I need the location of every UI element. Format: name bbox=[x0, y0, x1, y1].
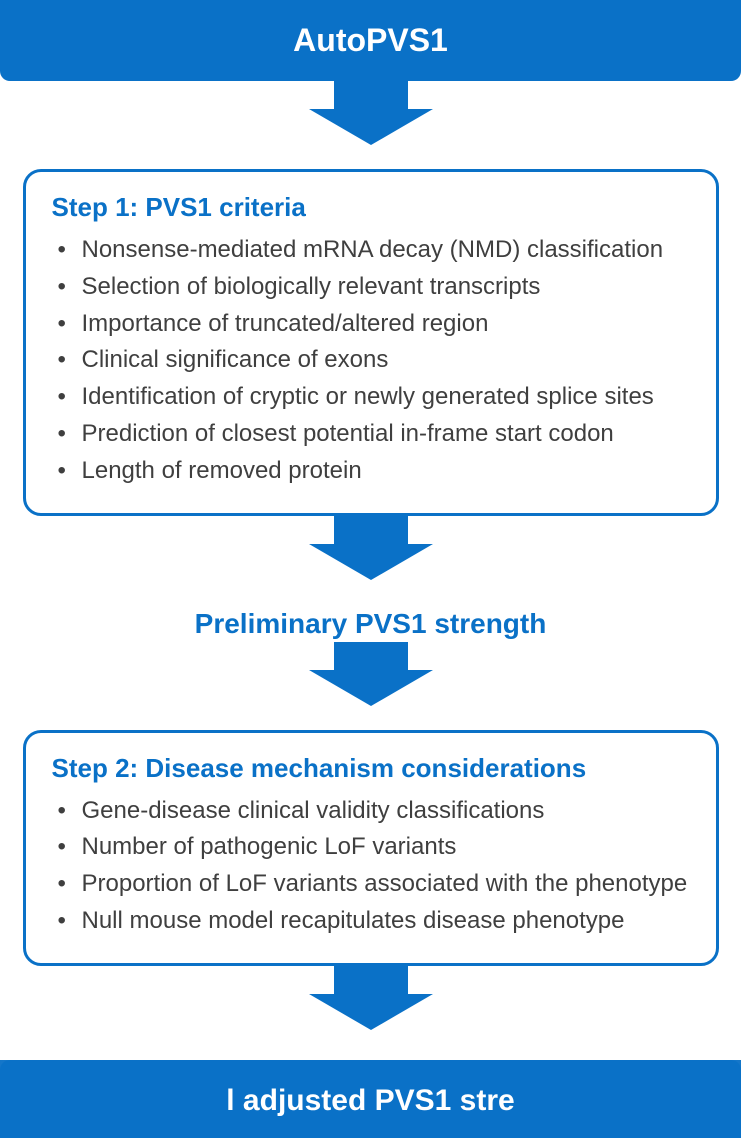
list-item: Gene-disease clinical validity classific… bbox=[56, 794, 690, 829]
list-item: Clinical significance of exons bbox=[56, 343, 690, 378]
footer-title: l adjusted PVS1 stre bbox=[226, 1084, 514, 1117]
step2-title: Step 2: Disease mechanism considerations bbox=[52, 753, 690, 784]
step1-list: Nonsense-mediated mRNA decay (NMD) class… bbox=[52, 233, 690, 489]
step1-box: Step 1: PVS1 criteria Nonsense-mediated … bbox=[23, 169, 719, 516]
flowchart-container: AutoPVS1 Step 1: PVS1 criteria Nonsense-… bbox=[0, 0, 741, 1138]
list-item: Importance of truncated/altered region bbox=[56, 307, 690, 342]
list-item: Identification of cryptic or newly gener… bbox=[56, 380, 690, 415]
header-box: AutoPVS1 bbox=[0, 0, 741, 81]
list-item: Proportion of LoF variants associated wi… bbox=[56, 867, 690, 902]
step1-title: Step 1: PVS1 criteria bbox=[52, 192, 690, 223]
header-title: AutoPVS1 bbox=[293, 22, 448, 58]
step2-list: Gene-disease clinical validity classific… bbox=[52, 794, 690, 939]
step2-box: Step 2: Disease mechanism considerations… bbox=[23, 730, 719, 966]
list-item: Prediction of closest potential in-frame… bbox=[56, 417, 690, 452]
footer-box: l adjusted PVS1 stre bbox=[0, 1060, 741, 1138]
list-item: Length of removed protein bbox=[56, 454, 690, 489]
list-item: Number of pathogenic LoF variants bbox=[56, 830, 690, 865]
list-item: Selection of biologically relevant trans… bbox=[56, 270, 690, 305]
footer-fade-right bbox=[621, 1060, 741, 1138]
footer-fade-left bbox=[0, 1060, 120, 1138]
list-item: Nonsense-mediated mRNA decay (NMD) class… bbox=[56, 233, 690, 268]
preliminary-label: Preliminary PVS1 strength bbox=[195, 608, 547, 640]
list-item: Null mouse model recapitulates disease p… bbox=[56, 904, 690, 939]
